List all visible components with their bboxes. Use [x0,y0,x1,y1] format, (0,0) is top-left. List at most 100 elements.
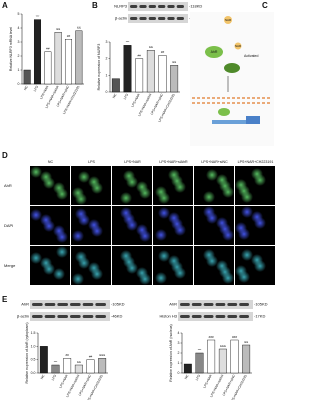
cell [251,254,263,266]
cell [88,262,100,274]
y-tick-label: 0.0 [31,371,36,375]
cell [72,187,84,199]
cell [30,166,42,178]
sig-label: ### [209,335,214,339]
cell [136,181,148,193]
bar [207,339,216,374]
sig-label: ### [232,335,237,339]
ligand [224,16,232,24]
y-axis-label: Relative expression of AhR (cytoplasm) [25,322,29,383]
blot-band [82,303,94,306]
y-tick-label: 2 [18,54,20,58]
blot-band [215,315,226,318]
bar [195,352,204,374]
diagram-label: Activated [244,54,258,58]
blot-band [139,17,147,20]
cell [78,171,90,183]
blot-row-label: β-actin [115,16,127,21]
blot-row-label: NLRP3 [114,4,128,9]
x-tick-label: LPS [33,85,39,92]
cell [168,212,180,224]
blot-band [32,303,43,306]
y-tick-label: 0 [106,90,108,94]
blot-row-label: AhR [21,302,29,307]
sig-label: &&& [99,353,105,357]
blot-band [227,303,238,306]
y-tick-label: 1.5 [31,331,36,335]
bar [23,69,31,85]
blot-size-label: -17KD [254,314,265,319]
cell [56,246,68,258]
cell [72,230,84,242]
cell [203,191,215,203]
y-tick-label: 3 [178,341,180,345]
y-tick-label: 3 [18,40,20,44]
dna [212,120,248,124]
sig-label: && [77,360,81,364]
blot-band [191,315,202,318]
sig-label: *** [126,40,130,44]
blot-band [239,303,249,306]
panel-letter: E [2,295,8,304]
blot-band [203,303,214,306]
bar [218,348,227,374]
y-tick-label: 1 [178,361,180,365]
bar [158,55,167,93]
gene-box [246,116,260,124]
bar [75,30,83,85]
bar [39,346,48,374]
y-tick-label: 0 [178,371,180,375]
bar [33,19,42,85]
panel-letter: D [2,151,8,160]
cell [53,225,65,237]
sig-label: && [77,26,81,30]
x-tick-label: NC [23,84,29,91]
y-axis-label: Relative expression of AhR (nucleus) [169,324,173,381]
diagram-label: AhR [211,50,218,54]
blot-band [176,17,184,20]
y-tick-label: 4 [178,331,180,335]
row-label: AhR [4,183,12,188]
blot-row-label: Histon H3 [159,314,177,319]
cell [120,250,132,262]
blot-band [180,315,190,318]
y-axis-label: Relative expression of NLRP3 [97,44,101,91]
cell [75,251,87,263]
sig-label: *** [54,360,58,364]
receptor-active [224,63,240,73]
diagram-label: NAR [235,44,242,48]
y-tick-label: 1.0 [31,344,36,348]
blot-band [44,303,56,306]
cell [158,207,170,219]
cell [88,176,100,188]
bar [111,78,120,93]
cell [53,268,65,280]
y-tick-label: 5 [18,12,20,16]
blot-band [176,5,184,8]
column-label: LPS+NAR+siAhR [159,160,188,164]
bar [44,51,52,85]
blot-row-label: AhR [169,302,177,307]
bar [98,358,107,374]
sig-label: ## [67,34,71,38]
cell [168,169,180,181]
x-tick-label: LPS [195,374,201,381]
row-label: DAPI [4,223,13,228]
y-tick-label: 3 [106,40,108,44]
row-label: Merge [4,263,16,268]
sig-label: ## [65,353,69,357]
blot-band [139,5,147,8]
blot-band [148,17,156,20]
blot-band [82,315,94,318]
cell [168,255,180,267]
bar [64,39,73,85]
x-tick-label: NC [112,92,118,99]
cell [235,222,247,234]
cell [203,206,215,218]
blot-band [148,5,156,8]
bar [86,359,95,374]
x-tick-label: LPS+NAR [202,373,213,388]
cell [136,224,148,236]
cell [136,267,148,279]
blot-band [158,17,166,20]
